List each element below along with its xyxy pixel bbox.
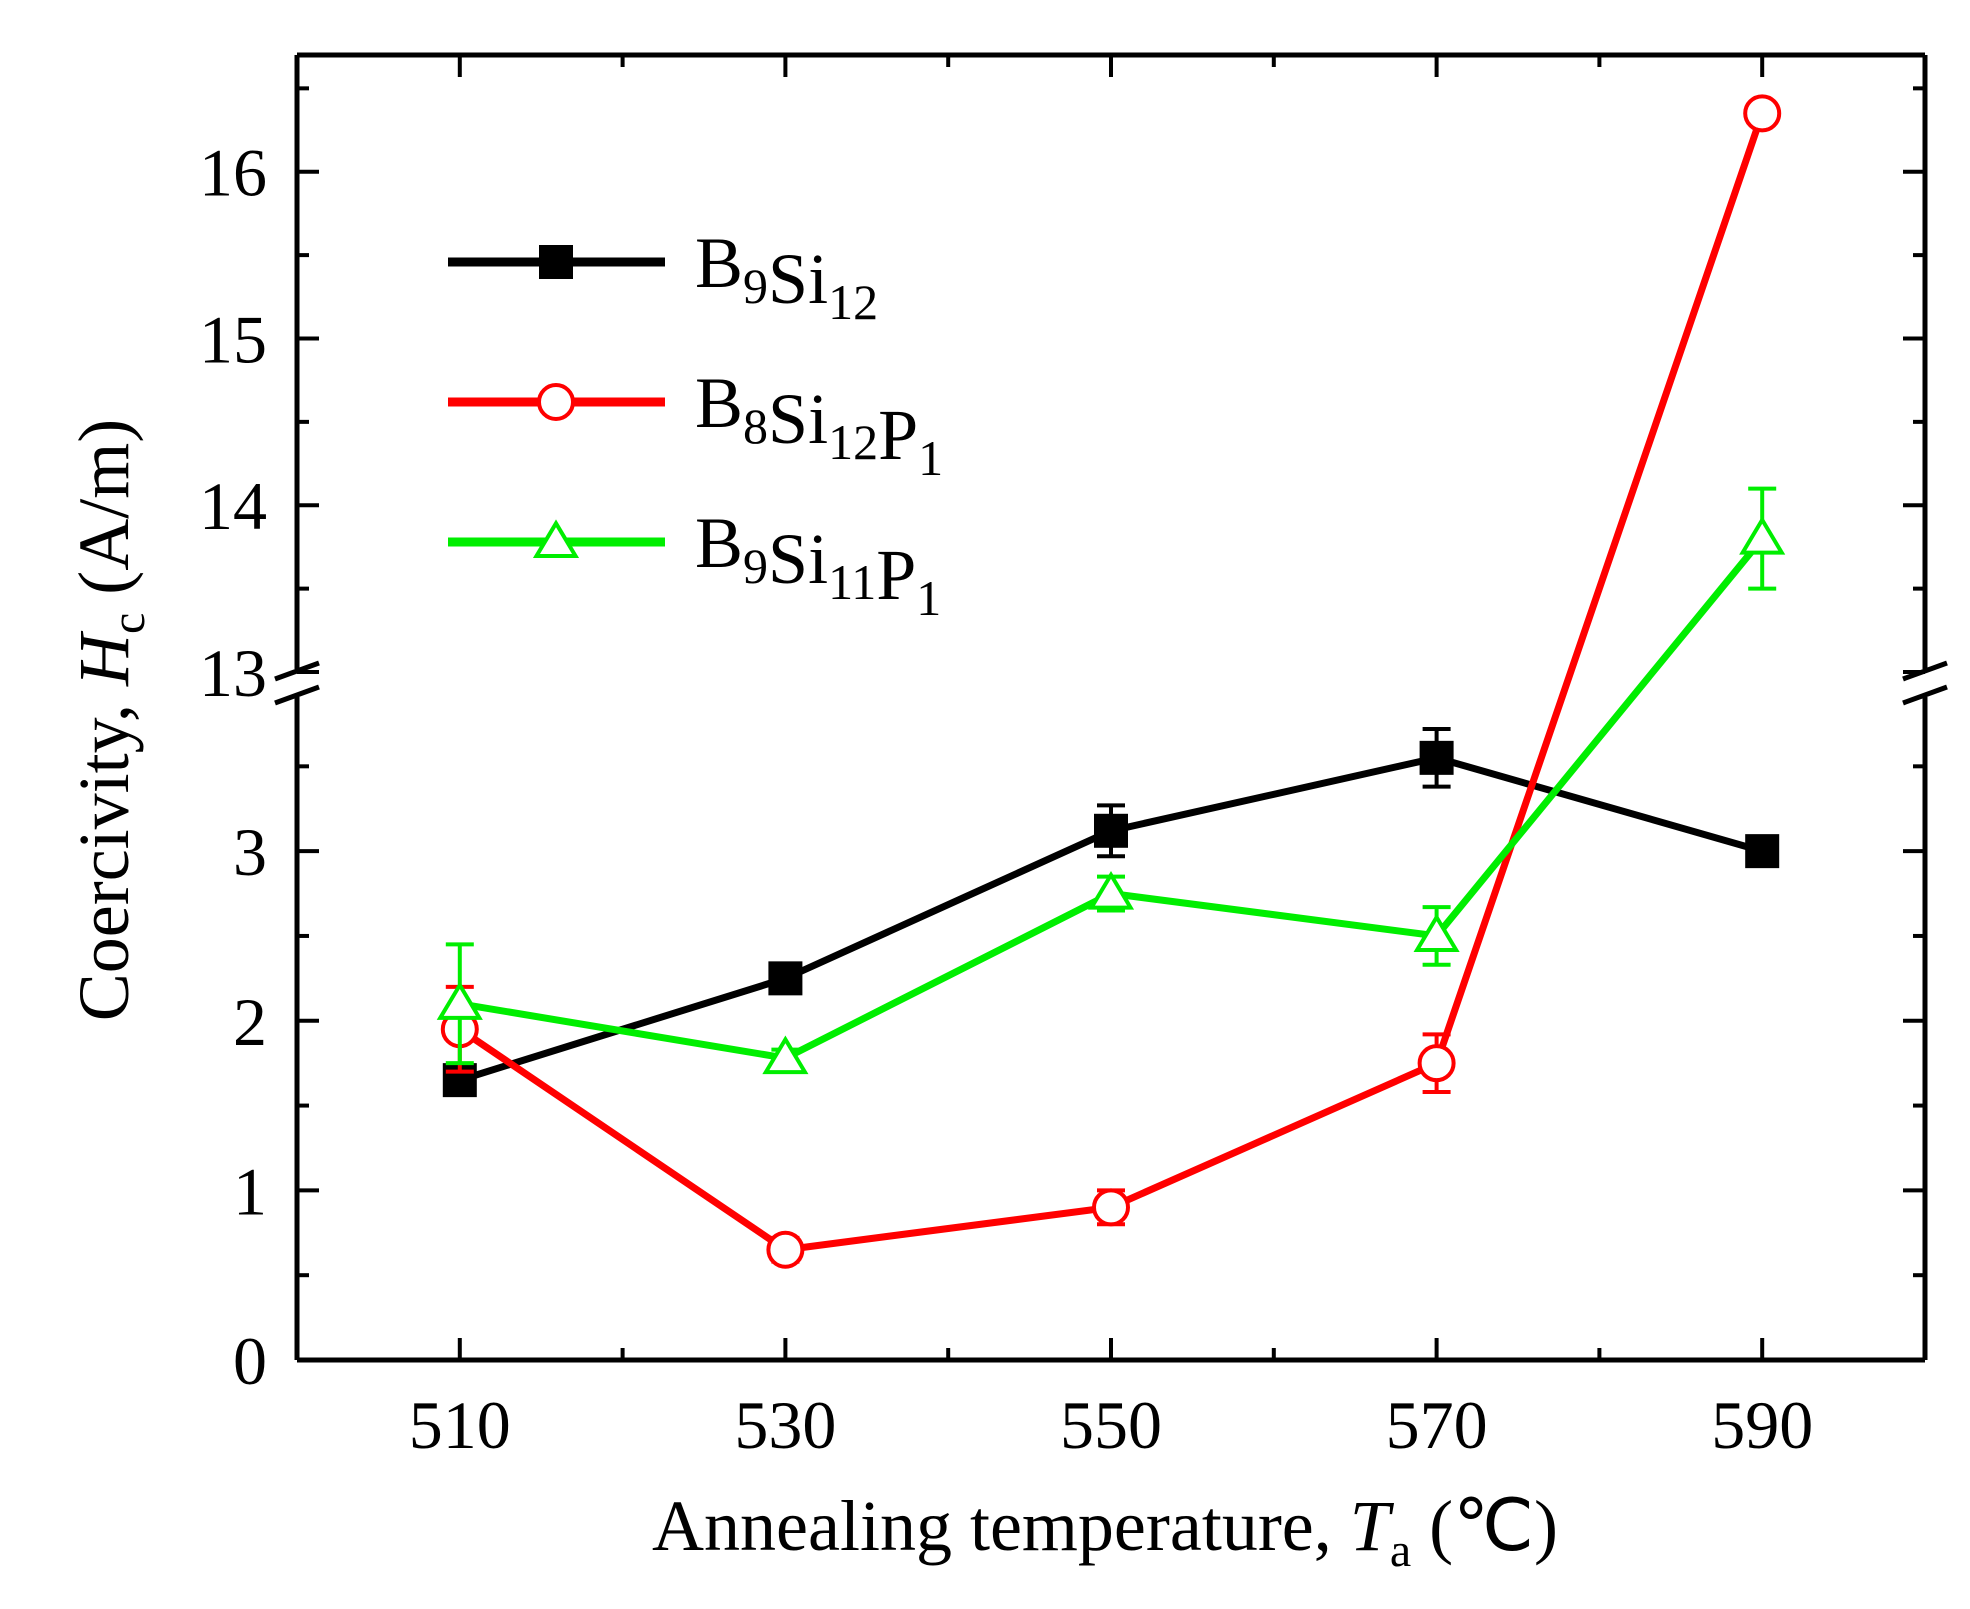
x-axis-title: Annealing temperature, Ta (℃) [652,1486,1558,1577]
y-tick-label: 1 [233,1153,267,1229]
data-point [1417,1044,1456,1083]
data-point [1092,1188,1130,1227]
data-point [1087,870,1135,910]
series-B9Si11P1 [436,486,1786,1075]
data-point [1745,834,1780,869]
legend-entry-B9Si11P1: B9Si11P1 [448,503,941,626]
y-tick-label: 14 [199,468,267,544]
data-point [436,981,483,1020]
data-point [766,1230,805,1269]
y-tick-label: 2 [233,984,267,1060]
x-tick-label: 590 [1711,1387,1813,1463]
data-point [1743,94,1782,133]
data-point [1094,813,1128,848]
x-tick-label: 570 [1386,1387,1488,1463]
series-B9Si12 [442,727,1780,1098]
y-tick-label: 0 [233,1323,267,1399]
legend-label: B9Si11P1 [695,503,941,626]
data-point [768,961,803,996]
legend-marker [537,383,575,421]
y-axis-title: Coercivity, Hc (A/m) [64,419,155,1022]
x-tick-label: 550 [1060,1387,1162,1463]
legend-marker [539,245,573,279]
x-tick-label: 510 [409,1387,511,1463]
x-tick-label: 530 [734,1387,836,1463]
axis-break-mark-left [274,684,320,706]
data-point [1739,515,1786,555]
data-point [1419,740,1454,775]
legend-marker [532,519,580,559]
legend-label: B8Si12P1 [695,363,943,486]
y-tick-label: 3 [233,814,267,890]
axes [274,52,1948,1363]
legend-label: B9Si12 [695,223,878,330]
legend-entry-B8Si12P1: B8Si12P1 [448,363,943,486]
data-series [436,94,1786,1269]
y-tick-label: 15 [199,301,267,377]
axis-break-mark-right [1902,684,1948,706]
legend: B9Si12 B8Si12P1 B9Si11P1 [448,223,943,626]
legend-entry-B9Si12: B9Si12 [448,223,878,330]
tick-labels: 510 530 550 570 590 0 1 2 3 13 14 15 16 [199,135,1813,1463]
y-tick-label: 16 [199,135,267,211]
y-tick-label: 13 [199,635,267,711]
data-point [762,1035,809,1075]
data-point [1413,913,1460,952]
